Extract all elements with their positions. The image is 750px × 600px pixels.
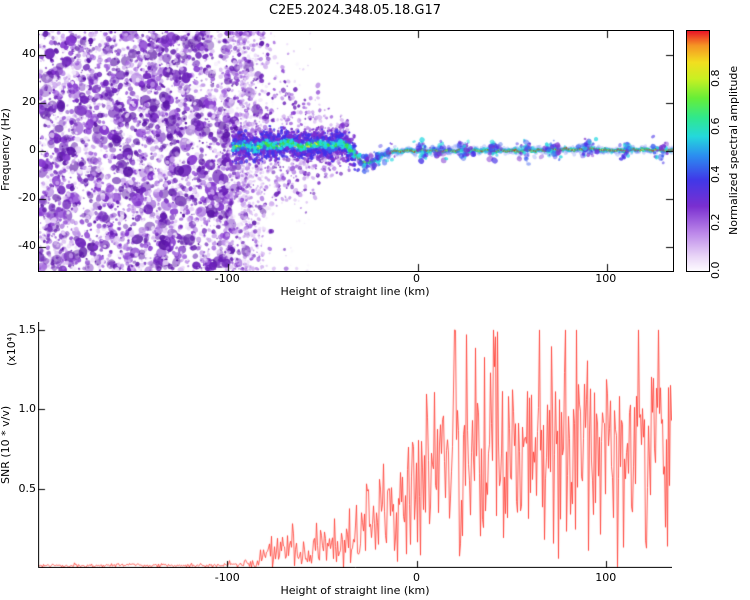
tick-label: 0.0 [709, 261, 722, 279]
tick-label: 100 [595, 272, 617, 285]
tick-label: 0.4 [709, 165, 722, 183]
tick-label: 0.8 [709, 69, 722, 87]
tick-label: 0 [413, 272, 420, 285]
tick-label: 40 [22, 47, 36, 60]
tick-label: -100 [214, 272, 240, 285]
tick-label: 0.6 [709, 117, 722, 135]
tick-label: 20 [22, 95, 36, 108]
tick-label: 0 [29, 143, 36, 156]
tick-label: 1.5 [18, 322, 37, 336]
spectrogram-yaxis-label: Frequency (Hz) [0, 108, 12, 192]
colorbar-label: Normalized spectral amplitude [727, 65, 740, 235]
tick-label: 0.2 [709, 213, 722, 231]
tick-label: 1.0 [18, 402, 37, 416]
tick-label: 100 [595, 571, 617, 584]
tick-label: -20 [18, 191, 36, 204]
tick-label: 0.5 [18, 481, 37, 495]
snr-plot [38, 322, 672, 568]
colorbar [686, 30, 710, 272]
tick-label: -100 [214, 571, 240, 584]
spectrogram-plot [38, 30, 674, 272]
tick-label: -40 [18, 239, 36, 252]
tick-label: 0 [413, 571, 420, 584]
plot-title: C2E5.2024.348.05.18.G17 [268, 3, 442, 18]
snr-xaxis-label: Height of straight line (km) [280, 584, 430, 597]
spectrogram-xaxis-label: Height of straight line (km) [280, 285, 430, 298]
